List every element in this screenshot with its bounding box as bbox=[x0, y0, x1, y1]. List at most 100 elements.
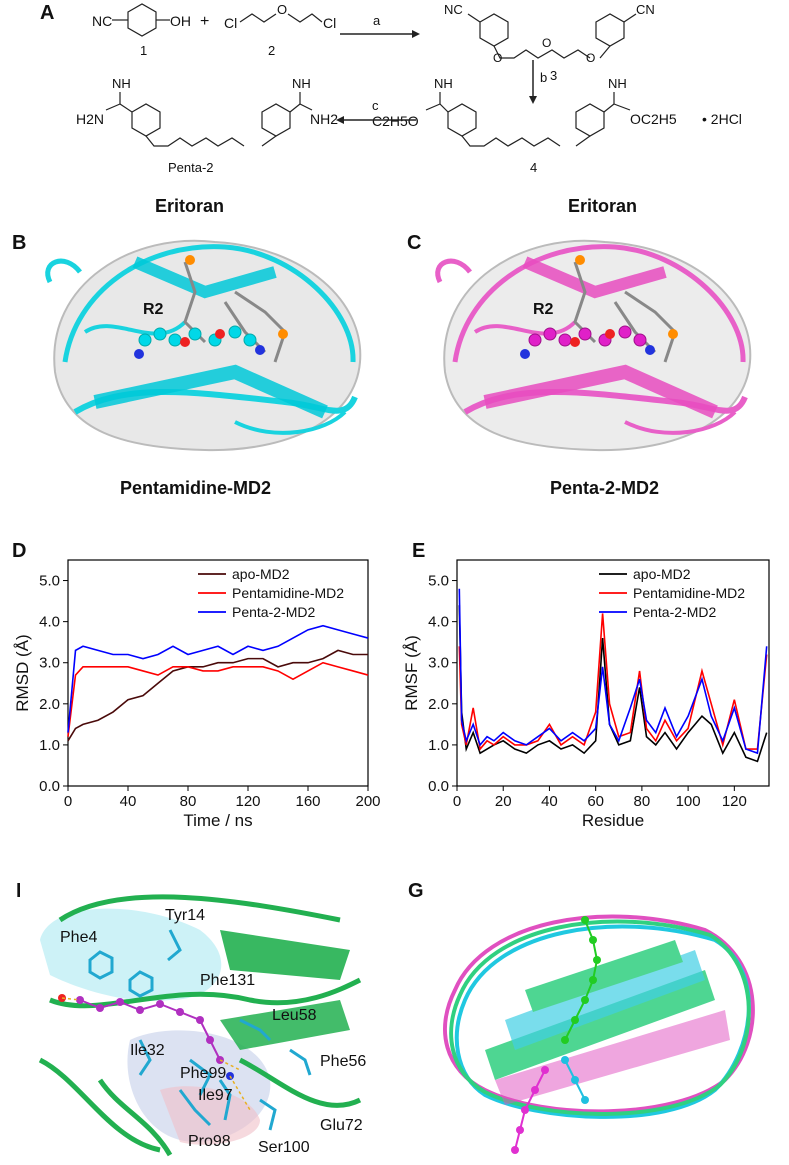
x-tick-label-3: 120 bbox=[235, 793, 260, 810]
plot-frame bbox=[67, 559, 369, 787]
residue-glu72: Glu72 bbox=[320, 1117, 363, 1134]
compound-1-nc: NC bbox=[92, 13, 112, 29]
compound-2-o: O bbox=[277, 2, 287, 17]
binding-pocket-structure: Phe4 Tyr14 Phe131 Leu58 Ile32 Phe56 Phe9… bbox=[20, 880, 370, 1160]
legend-label-0: apo-MD2 bbox=[232, 566, 290, 582]
compound-2-label: 2 bbox=[268, 43, 275, 58]
plus-sign: + bbox=[200, 13, 209, 30]
x-tick-label-2: 80 bbox=[180, 793, 197, 810]
compound-3-label: 3 bbox=[550, 68, 557, 83]
rmsd-chart: 0 40 80 120 160 200 0.0 1.0 2.0 3.0 4.0 5.0 Time / n… bbox=[13, 559, 381, 830]
compound-1-oh: OH bbox=[170, 13, 191, 29]
panel-b-bottom-title: Pentamidine-MD2 bbox=[120, 478, 272, 498]
legend-label-0: apo-MD2 bbox=[633, 566, 691, 582]
compound-4-hcl: • 2HCl bbox=[702, 111, 742, 127]
y-tick-label-3: 3.0 bbox=[39, 655, 60, 672]
legend-label-2: Penta-2-MD2 bbox=[232, 604, 315, 620]
x-tick-label-0: 0 bbox=[64, 793, 72, 810]
panel-letter-d: D bbox=[12, 540, 27, 562]
x-tick-label-6: 120 bbox=[722, 793, 747, 810]
y-tick-label-3: 3.0 bbox=[428, 655, 449, 672]
penta-2-h2n: H2N bbox=[76, 111, 104, 127]
compound-4-oc2h5: OC2H5 bbox=[630, 111, 677, 127]
x-tick-label-2: 40 bbox=[541, 793, 558, 810]
compound-3-o1: O bbox=[493, 51, 502, 65]
residue-leu58: Leu58 bbox=[272, 1007, 317, 1024]
protein-structure-b: R2 bbox=[45, 239, 362, 452]
series-line-1 bbox=[67, 661, 369, 737]
penta-2-nh2: NH2 bbox=[310, 111, 338, 127]
series-line-2 bbox=[67, 624, 369, 733]
compound-2 bbox=[239, 13, 323, 23]
panel-letter-b: B bbox=[12, 232, 27, 254]
compound-4 bbox=[425, 92, 631, 147]
y-axis-label: RMSD (Å) bbox=[13, 634, 32, 711]
residue-phe4: Phe4 bbox=[60, 929, 97, 946]
y-tick-label-2: 2.0 bbox=[39, 696, 60, 713]
compound-3-o3: O bbox=[586, 51, 595, 65]
series-line-1 bbox=[458, 613, 768, 751]
x-tick-label-3: 60 bbox=[587, 793, 604, 810]
x-tick-label-4: 160 bbox=[295, 793, 320, 810]
legend-label-1: Pentamidine-MD2 bbox=[232, 585, 344, 601]
compound-4-nh-left: NH bbox=[434, 76, 453, 91]
residue-ile97: Ile97 bbox=[198, 1087, 233, 1104]
x-tick-label-1: 20 bbox=[495, 793, 512, 810]
rmsf-chart: 0 20 40 60 80 100 120 0.0 1.0 2.0 3.0 4.0 5.0 Residue… bbox=[402, 559, 770, 830]
panel-c-bottom-title: Penta-2-MD2 bbox=[550, 478, 660, 498]
residue-ile32: Ile32 bbox=[130, 1042, 165, 1059]
residue-tyr14: Tyr14 bbox=[165, 907, 205, 924]
x-tick-label-5: 200 bbox=[355, 793, 380, 810]
y-tick-label-4: 4.0 bbox=[428, 614, 449, 631]
x-tick-label-0: 0 bbox=[453, 793, 461, 810]
residue-pro98: Pro98 bbox=[188, 1133, 231, 1150]
reaction-scheme: NC OH 1 + Cl O Cl 2 a NC CN O O O 3 b bbox=[76, 2, 742, 175]
superposed-structures bbox=[443, 914, 755, 1154]
panel-b-r2: R2 bbox=[143, 301, 164, 318]
compound-4-label: 4 bbox=[530, 160, 537, 175]
y-tick-label-5: 5.0 bbox=[39, 573, 60, 590]
plot-frame bbox=[456, 559, 770, 787]
compound-3-nc: NC bbox=[444, 2, 463, 17]
y-tick-label-4: 4.0 bbox=[39, 614, 60, 631]
residue-phe99: Phe99 bbox=[180, 1065, 226, 1082]
series-line-2 bbox=[458, 588, 768, 755]
penta-2-nh-right: NH bbox=[292, 76, 311, 91]
step-c: c bbox=[372, 98, 379, 113]
x-tick-label-1: 40 bbox=[120, 793, 137, 810]
residue-phe56: Phe56 bbox=[320, 1053, 366, 1070]
compound-2-cl-right: Cl bbox=[323, 15, 336, 31]
panel-letter-c: C bbox=[407, 232, 422, 254]
x-axis-label: Residue bbox=[582, 811, 644, 830]
panel-c-r2: R2 bbox=[533, 301, 554, 318]
compound-1 bbox=[112, 3, 170, 37]
y-axis-label: RMSF (Å) bbox=[402, 635, 421, 711]
compound-3-cn: CN bbox=[636, 2, 655, 17]
panel-letter-a: A bbox=[40, 2, 55, 24]
legend-label-2: Penta-2-MD2 bbox=[633, 604, 716, 620]
residue-phe131: Phe131 bbox=[200, 972, 255, 989]
panel-c-top-title: Eritoran bbox=[568, 196, 638, 216]
x-axis-label: Time / ns bbox=[183, 811, 252, 830]
residue-ser100: Ser100 bbox=[258, 1139, 310, 1156]
panel-b-top-title: Eritoran bbox=[155, 196, 225, 216]
step-b: b bbox=[540, 70, 547, 85]
y-tick-label-2: 2.0 bbox=[428, 696, 449, 713]
x-tick-label-5: 100 bbox=[676, 793, 701, 810]
panel-letter-e: E bbox=[412, 540, 426, 562]
compound-4-c2h5o: C2H5O bbox=[372, 113, 419, 129]
series-line-0 bbox=[458, 605, 768, 763]
compound-3 bbox=[467, 13, 637, 59]
penta-2-structure bbox=[105, 92, 313, 147]
compound-2-cl-left: Cl bbox=[224, 15, 237, 31]
protein-structure-c: R2 bbox=[435, 239, 752, 452]
compound-1-label: 1 bbox=[140, 43, 147, 58]
step-a: a bbox=[373, 13, 381, 28]
y-tick-label-1: 1.0 bbox=[39, 737, 60, 754]
panel-letter-g: G bbox=[408, 880, 424, 902]
series-line-0 bbox=[67, 649, 368, 742]
penta-2-label: Penta-2 bbox=[168, 160, 214, 175]
y-tick-label-1: 1.0 bbox=[428, 737, 449, 754]
penta-2-nh-left: NH bbox=[112, 76, 131, 91]
x-tick-label-4: 80 bbox=[634, 793, 651, 810]
